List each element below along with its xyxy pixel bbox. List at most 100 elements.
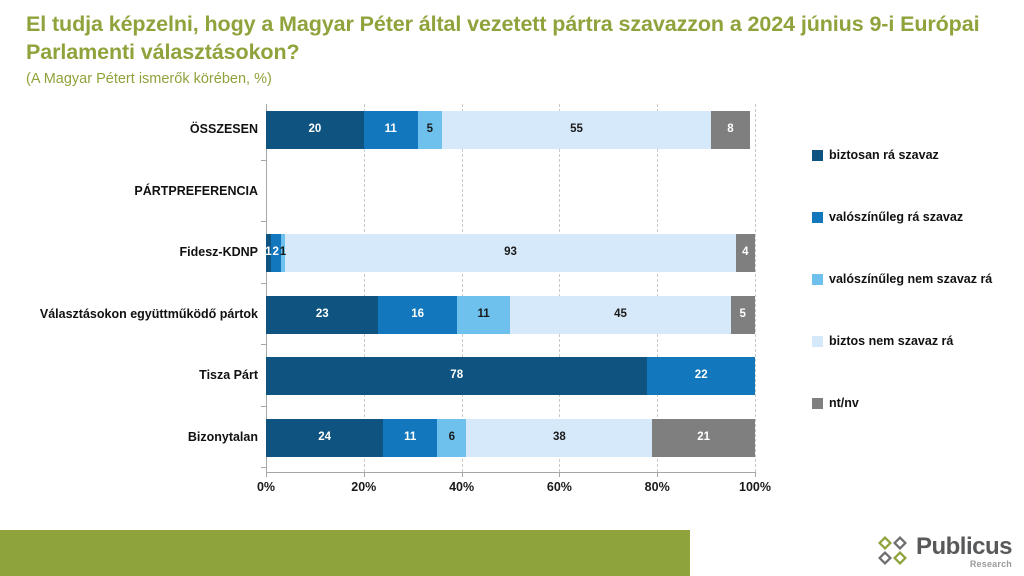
bar-value-label: 93 <box>504 246 517 259</box>
bar-segment[interactable]: 23 <box>266 295 379 334</box>
x-tick-label-0: 0% <box>256 480 276 494</box>
bar-segment[interactable]: 1 <box>265 234 272 272</box>
bar-row[interactable]: Választásokon együttműködő pártok 23 16 11 4… <box>40 295 755 346</box>
bar-value-label: 4 <box>742 246 749 259</box>
chart-area: ÖSSZESEN 20 11 5 55 8 PÁRTPREFERENCIA Fidesz-KD… <box>0 104 1024 514</box>
x-tick-label-100: 100% <box>739 480 771 494</box>
x-tick-20 <box>363 472 365 477</box>
x-tick-0 <box>266 472 267 477</box>
bar-value-label: 5 <box>426 123 433 136</box>
bar-value-label: 78 <box>450 369 464 382</box>
bar-segment[interactable]: 22 <box>647 357 755 395</box>
y-category-tick <box>261 467 266 469</box>
bar-segment[interactable]: 5 <box>417 111 443 149</box>
bar-segment[interactable]: 2 <box>270 234 281 272</box>
square-swatch <box>812 336 823 347</box>
x-tick-label-40: 40% <box>449 480 475 494</box>
bar-row[interactable]: Tisza Párt 78 22 <box>199 357 755 407</box>
bar-value-label: 11 <box>477 307 490 320</box>
bar-segment[interactable]: 5 <box>730 295 755 334</box>
x-tick-100 <box>755 472 756 477</box>
plot-area: ÖSSZESEN 20 11 5 55 8 PÁRTPREFERENCIA Fidesz-KD… <box>40 104 771 494</box>
x-tick-label-60: 60% <box>546 480 572 494</box>
legend-item[interactable]: nt/nv <box>812 396 1024 458</box>
bar-segment[interactable]: 8 <box>710 111 751 149</box>
bar-segment[interactable]: 45 <box>510 295 731 334</box>
bar-segment[interactable]: 1 <box>279 234 287 272</box>
bar-segment[interactable]: 21 <box>652 418 755 457</box>
bar-value-label: 55 <box>570 123 583 136</box>
page-title: El tudja képzelni, hogy a Magyar Péter á… <box>26 12 980 64</box>
y-category-tick <box>261 344 266 346</box>
bar-row[interactable]: ÖSSZESEN 20 11 5 55 8 <box>190 111 755 161</box>
bar-value-label: 8 <box>727 123 734 136</box>
bar-row[interactable]: PÁRTPREFERENCIA <box>134 173 755 223</box>
bar-value-label: 2 <box>272 246 279 259</box>
bar-value-label: 20 <box>308 123 322 136</box>
legend-item[interactable]: valószínűleg rá szavaz <box>812 210 1024 272</box>
bar-segment[interactable]: 78 <box>266 357 648 395</box>
bar-value-label: 1 <box>265 246 272 259</box>
bar-row[interactable]: Bizonytalan 24 11 6 38 21 <box>188 418 755 469</box>
bar-segment[interactable]: 6 <box>437 418 467 457</box>
bar-segment[interactable]: 4 <box>735 234 756 272</box>
legend: biztosan rá szavaz valószínűleg rá szavaz… <box>812 148 1024 458</box>
legend-item[interactable]: biztos nem szavaz rá <box>812 334 1024 396</box>
bar-value-label: 45 <box>614 307 627 320</box>
category-label: Tisza Párt <box>199 368 258 382</box>
bar-segment[interactable]: 11 <box>456 295 511 334</box>
gridline-60 <box>559 104 561 472</box>
gridline-40 <box>461 104 464 472</box>
bar-segment[interactable]: 38 <box>466 418 653 457</box>
x-tick-80 <box>657 472 659 477</box>
square-swatch <box>812 150 823 161</box>
x-axis-line <box>266 472 755 473</box>
legend-label: valószínűleg rá szavaz <box>829 210 964 224</box>
bar-segment[interactable]: 93 <box>285 234 736 272</box>
bar-value-label: 1 <box>279 246 287 259</box>
gridline-80 <box>657 104 659 472</box>
bar-value-label: 38 <box>552 430 566 443</box>
publicus-logo: Publicus Research <box>877 533 1013 570</box>
bar-value-label: 5 <box>739 307 746 320</box>
category-label: PÁRTPREFERENCIA <box>134 183 258 198</box>
bar-segment[interactable]: 11 <box>363 111 418 149</box>
legend-item[interactable]: biztosan rá szavaz <box>812 148 1024 210</box>
x-tick-label-80: 80% <box>644 480 670 494</box>
gridline-0 <box>266 104 268 472</box>
bar-segment[interactable]: 11 <box>383 418 438 457</box>
page-subtitle: (A Magyar Pétert ismerők körében, %) <box>26 71 272 87</box>
x-tick-label-20: 20% <box>351 480 377 494</box>
bar-segment[interactable]: 24 <box>266 418 384 457</box>
title-block: El tudja képzelni, hogy a Magyar Péter á… <box>26 10 986 89</box>
bar-value-label: 22 <box>694 369 708 382</box>
bar-value-label: 11 <box>404 430 417 443</box>
bar-value-label: 21 <box>697 430 711 443</box>
bar-segment[interactable]: 16 <box>378 295 457 334</box>
square-swatch <box>812 212 823 223</box>
legend-label: biztosan rá szavaz <box>829 148 939 162</box>
bar-value-label: 24 <box>318 430 332 443</box>
legend-label: valószínűleg nem szavaz rá <box>829 272 993 286</box>
y-category-tick <box>261 221 266 223</box>
bar-row[interactable]: Fidesz-KDNP 1 2 1 93 4 <box>180 234 756 284</box>
legend-label: biztos nem szavaz rá <box>829 334 954 348</box>
logo-text: Publicus Research <box>915 533 1013 570</box>
logo-subtitle: Research <box>969 559 1012 569</box>
gridline-20 <box>363 104 366 472</box>
bar-segment[interactable]: 55 <box>442 111 711 149</box>
logo-name: Publicus <box>915 533 1013 560</box>
bar-segment[interactable]: 20 <box>266 111 364 149</box>
y-category-tick <box>261 159 266 161</box>
bar-value-label: 16 <box>411 307 424 320</box>
x-tick-60 <box>559 472 561 477</box>
category-label: ÖSSZESEN <box>189 122 258 136</box>
category-label: Választásokon együttműködő pártok <box>39 306 258 321</box>
bar-value-label: 6 <box>448 430 455 443</box>
square-swatch <box>812 274 823 285</box>
y-category-tick <box>261 405 266 407</box>
footer-green-bar <box>0 530 690 576</box>
legend-item[interactable]: valószínűleg nem szavaz rá <box>812 272 1024 334</box>
y-category-tick <box>261 282 266 284</box>
bar-value-label: 11 <box>384 123 397 136</box>
